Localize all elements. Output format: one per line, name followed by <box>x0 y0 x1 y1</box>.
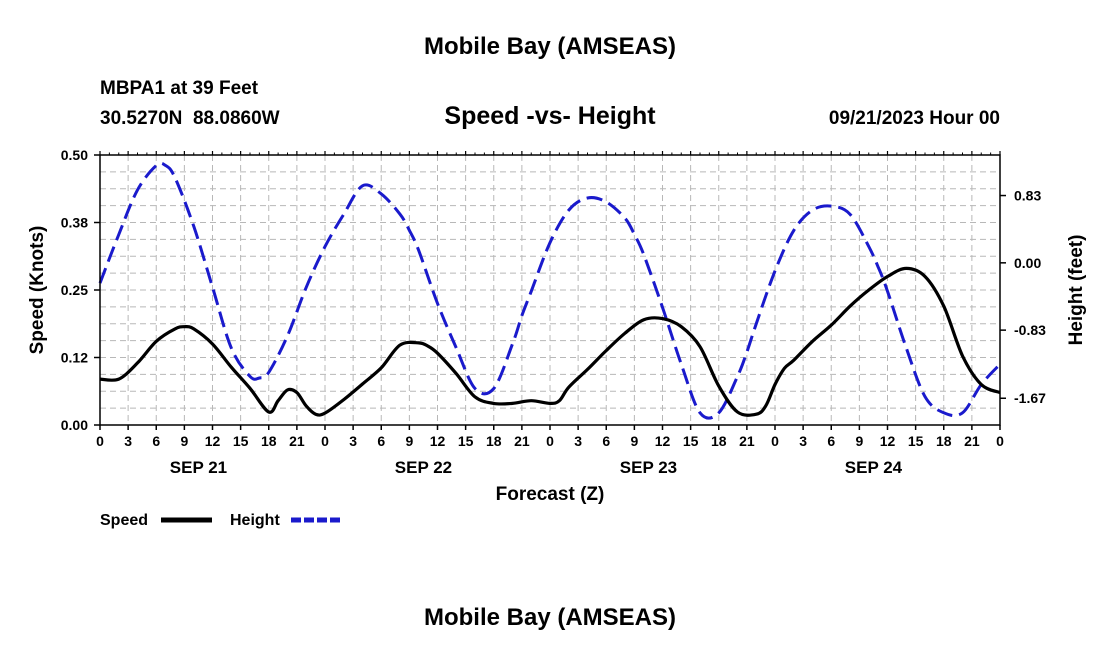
x-tick-label: 15 <box>908 433 924 449</box>
y2-tick-label: 0.00 <box>1014 255 1041 271</box>
x-axis-label: Forecast (Z) <box>496 484 605 505</box>
x-tick-label: 6 <box>602 433 610 449</box>
datetime-label: 09/21/2023 Hour 00 <box>829 108 1000 129</box>
x-tick-label: 6 <box>827 433 835 449</box>
height-series-line <box>98 161 1002 420</box>
x-tick-label: 21 <box>514 433 530 449</box>
x-tick-label: 18 <box>261 433 277 449</box>
y2-axis-label: Height (feet) <box>1066 235 1087 346</box>
x-tick-label: 9 <box>405 433 413 449</box>
speed-series-line <box>99 266 1001 417</box>
x-tick-label: 3 <box>574 433 582 449</box>
legend-height-label: Height <box>230 512 280 529</box>
x-tick-label: 18 <box>711 433 727 449</box>
date-label: SEP 21 <box>170 458 227 477</box>
x-tick-label: 9 <box>180 433 188 449</box>
x-tick-label: 3 <box>124 433 132 449</box>
x-tick-label: 15 <box>458 433 474 449</box>
x-tick-label: 12 <box>880 433 896 449</box>
y-axis-label: Speed (Knots) <box>27 226 48 355</box>
x-tick-label: 18 <box>936 433 952 449</box>
y-tick-label: 0.38 <box>61 215 88 231</box>
legend: Speed Height <box>100 512 342 529</box>
x-tick-label: 3 <box>799 433 807 449</box>
chart-title: Speed -vs- Height <box>444 102 656 130</box>
x-tick-label: 12 <box>205 433 221 449</box>
axis-ticks: 0 3 6 9 12 15 18 21 0 3 6 9 12 15 18 21 0 3 6 9 12 15 18 21 0 3 6 9… <box>61 147 1046 477</box>
series-layer <box>98 161 1002 420</box>
x-tick-label: 15 <box>233 433 249 449</box>
coordinates-label: 30.5270N 88.0860W <box>100 108 280 129</box>
x-tick-label: 0 <box>996 433 1004 449</box>
x-tick-label: 6 <box>377 433 385 449</box>
y2-tick-label: -0.83 <box>1014 322 1046 338</box>
page-title: Mobile Bay (AMSEAS) <box>424 33 676 60</box>
x-tick-label: 0 <box>546 433 554 449</box>
x-tick-label: 3 <box>349 433 357 449</box>
date-label: SEP 24 <box>845 458 903 477</box>
x-tick-label: 6 <box>152 433 160 449</box>
y-tick-label: 0.00 <box>61 417 88 433</box>
x-tick-label: 21 <box>739 433 755 449</box>
x-tick-label: 9 <box>630 433 638 449</box>
x-tick-label: 12 <box>430 433 446 449</box>
y-tick-label: 0.50 <box>61 147 88 163</box>
x-tick-label: 0 <box>96 433 104 449</box>
y2-tick-label: -1.67 <box>1014 390 1046 406</box>
x-tick-label: 9 <box>855 433 863 449</box>
x-tick-label: 15 <box>683 433 699 449</box>
x-tick-label: 21 <box>289 433 305 449</box>
station-label: MBPA1 at 39 Feet <box>100 78 259 99</box>
y2-tick-label: 0.83 <box>1014 188 1041 204</box>
x-tick-label: 21 <box>964 433 980 449</box>
footer-title: Mobile Bay (AMSEAS) <box>424 604 676 631</box>
x-tick-label: 0 <box>771 433 779 449</box>
y-tick-label: 0.25 <box>61 282 88 298</box>
x-tick-label: 0 <box>321 433 329 449</box>
date-label: SEP 22 <box>395 458 452 477</box>
grid <box>100 155 1000 425</box>
date-label: SEP 23 <box>620 458 677 477</box>
x-tick-label: 12 <box>655 433 671 449</box>
y-tick-label: 0.12 <box>61 350 88 366</box>
x-tick-label: 18 <box>486 433 502 449</box>
legend-speed-label: Speed <box>100 512 148 529</box>
